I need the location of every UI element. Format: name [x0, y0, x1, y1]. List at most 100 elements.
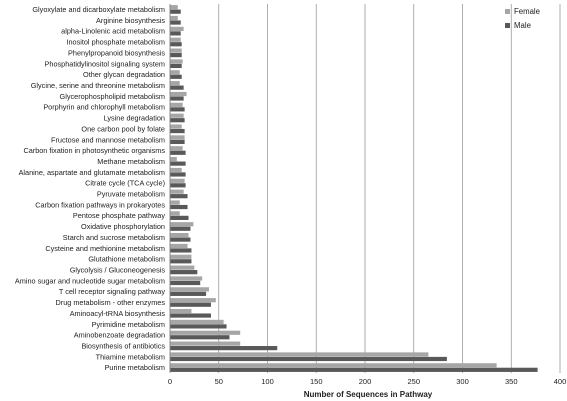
- bar-female-32: [170, 15, 178, 21]
- bar-male-32: [170, 20, 181, 25]
- bar-male-29: [170, 52, 182, 58]
- bar-male-18: [170, 172, 186, 177]
- bar-male-6: [170, 302, 211, 307]
- bar-male-22: [170, 128, 185, 134]
- bar-female-21: [170, 135, 185, 140]
- bar-male-11: [170, 248, 192, 253]
- category-label-8: Amino sugar and nucleotide sugar metabol…: [15, 276, 165, 285]
- bar-female-3: [170, 330, 241, 335]
- bar-male-14: [170, 215, 189, 220]
- bar-female-10: [170, 254, 192, 259]
- bar-female-8: [170, 276, 203, 281]
- bar-female-25: [170, 91, 187, 97]
- bar-female-4: [170, 319, 224, 325]
- bar-female-23: [170, 113, 184, 118]
- bar-male-23: [170, 118, 185, 123]
- bar-female-19: [170, 157, 177, 162]
- bar-female-33: [170, 5, 178, 10]
- x-tick-label-8: 400: [554, 377, 567, 386]
- bar-female-31: [170, 26, 184, 31]
- category-label-9: Glycolysis / Gluconeogenesis: [70, 265, 166, 274]
- bar-female-9: [170, 265, 195, 270]
- bar-female-13: [170, 222, 194, 227]
- bar-female-16: [170, 189, 184, 194]
- bar-male-33: [170, 9, 181, 14]
- category-label-14: Pentose phosphate pathway: [73, 211, 165, 220]
- category-label-23: Lysine degradation: [104, 114, 165, 123]
- bar-male-25: [170, 96, 184, 101]
- x-tick-label-6: 300: [456, 377, 469, 386]
- category-label-17: Citrate cycle (TCA cycle): [85, 179, 165, 188]
- bar-male-21: [170, 139, 185, 145]
- bar-female-7: [170, 287, 209, 292]
- bar-male-5: [170, 313, 211, 318]
- gridlines: [218, 4, 561, 373]
- bar-male-24: [170, 107, 185, 112]
- category-label-15: Carbon fixation pathways in prokaryotes: [35, 200, 165, 209]
- bar-female-1: [170, 352, 429, 357]
- bar-male-12: [170, 237, 191, 242]
- bar-male-10: [170, 259, 192, 264]
- bar-male-9: [170, 270, 198, 275]
- category-label-11: Cysteine and methionine metabolism: [45, 244, 165, 253]
- bar-male-13: [170, 226, 191, 231]
- category-label-19: Methane metabolism: [97, 157, 165, 166]
- category-label-21: Fructose and mannose metabolism: [51, 135, 165, 144]
- bar-female-15: [170, 200, 180, 205]
- bar-female-5: [170, 308, 192, 314]
- category-label-22: One carbon pool by folate: [81, 124, 165, 133]
- x-tick-label-0: 0: [168, 377, 172, 386]
- bar-female-12: [170, 232, 189, 238]
- bar-male-19: [170, 161, 186, 166]
- bar-female-24: [170, 102, 183, 107]
- category-label-28: Phosphatidylinositol signaling system: [45, 59, 165, 68]
- category-label-13: Oxidative phosphorylation: [81, 222, 165, 231]
- category-label-24: Porphyrin and chlorophyll metabolism: [43, 103, 165, 112]
- bar-male-27: [170, 74, 182, 79]
- category-label-7: T cell receptor signaling pathway: [59, 287, 165, 296]
- bar-male-26: [170, 85, 184, 90]
- category-label-30: Inositol phosphate metabolism: [66, 38, 165, 47]
- x-tick-label-2: 100: [261, 377, 274, 386]
- bar-female-11: [170, 243, 188, 249]
- category-label-12: Starch and sucrose metabolism: [63, 233, 165, 242]
- x-tick-labels: 0 50 100 150 200 250 300 350 400: [168, 377, 566, 386]
- bar-male-15: [170, 204, 188, 210]
- legend-swatch-female: [505, 9, 510, 14]
- bar-male-28: [170, 63, 182, 69]
- bar-female-30: [170, 37, 181, 42]
- legend-label-male: Male: [514, 21, 531, 30]
- x-tick-label-5: 250: [407, 377, 420, 386]
- category-label-16: Pyruvate metabolism: [97, 190, 165, 199]
- bar-male-8: [170, 280, 201, 286]
- bar-female-18: [170, 167, 182, 173]
- bar-male-30: [170, 42, 182, 47]
- category-label-0: Purine metabolism: [105, 363, 165, 372]
- bar-female-20: [170, 146, 183, 151]
- bars: [170, 5, 538, 372]
- bar-male-16: [170, 194, 188, 199]
- x-tick-label-7: 350: [505, 377, 518, 386]
- legend: Female Male: [505, 7, 540, 30]
- x-tick-label-1: 50: [215, 377, 223, 386]
- legend-swatch-male: [505, 23, 510, 28]
- bar-female-6: [170, 298, 216, 303]
- category-label-33: Glyoxylate and dicarboxylate metabolism: [32, 5, 165, 14]
- bar-female-28: [170, 59, 183, 64]
- x-tick-label-4: 200: [359, 377, 372, 386]
- category-label-6: Drug metabolism - other enzymes: [56, 298, 166, 307]
- bar-female-17: [170, 178, 185, 183]
- category-label-2: Biosynthesis of antibiotics: [81, 341, 165, 350]
- category-label-4: Pyrimidine metabolism: [92, 320, 165, 329]
- bar-female-29: [170, 48, 182, 53]
- bar-male-3: [170, 335, 230, 340]
- category-label-20: Carbon fixation in photosynthetic organi…: [23, 146, 165, 155]
- bar-male-17: [170, 183, 186, 188]
- category-label-18: Alanine, aspartate and glutamate metabol…: [19, 168, 165, 177]
- bar-male-0: [170, 367, 538, 372]
- category-label-29: Phenylpropanoid biosynthesis: [68, 48, 165, 57]
- category-label-26: Glycine, serine and threonine metabolism: [31, 81, 165, 90]
- bar-female-0: [170, 363, 497, 368]
- category-label-31: alpha-Linolenic acid metabolism: [61, 27, 165, 36]
